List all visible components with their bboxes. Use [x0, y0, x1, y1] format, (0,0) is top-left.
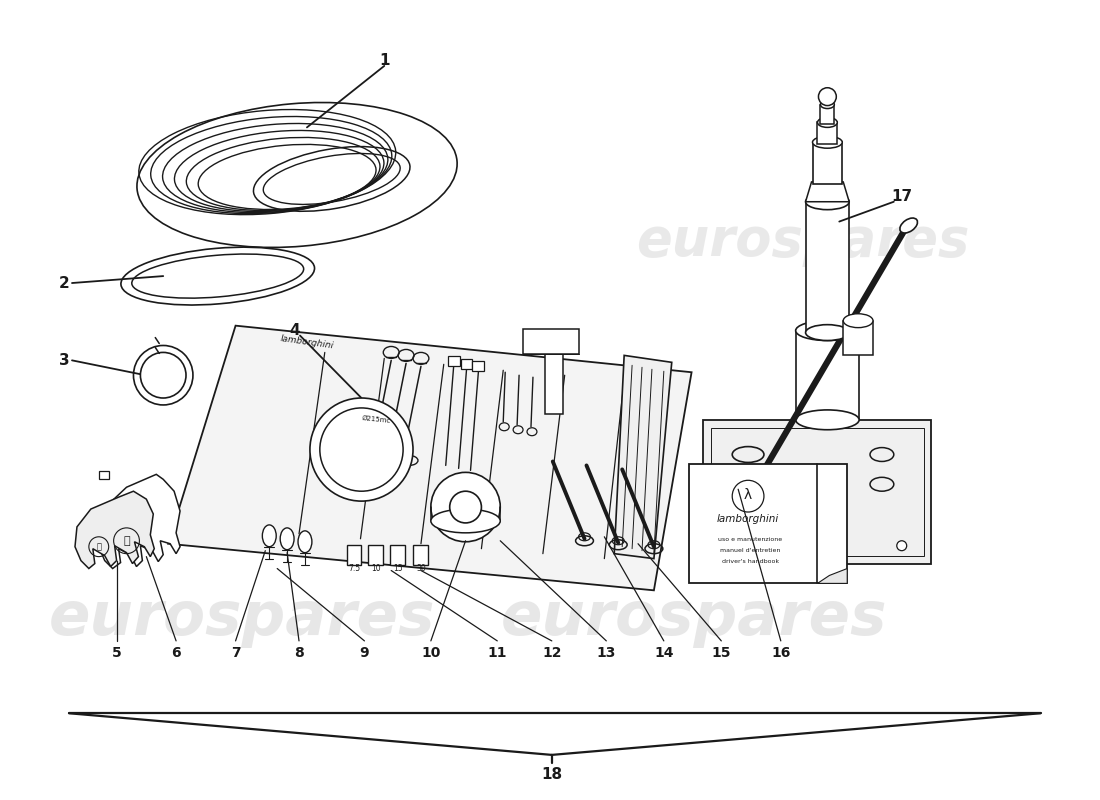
- Text: uso e manutenzione: uso e manutenzione: [718, 538, 782, 542]
- Ellipse shape: [795, 321, 859, 341]
- Ellipse shape: [253, 146, 410, 211]
- Text: eurospares: eurospares: [50, 589, 436, 647]
- Bar: [368, 545, 383, 565]
- Bar: [461, 359, 473, 370]
- Bar: [793, 546, 823, 556]
- Bar: [689, 465, 847, 583]
- Ellipse shape: [734, 489, 758, 510]
- Text: 14: 14: [654, 646, 673, 660]
- Polygon shape: [805, 182, 849, 202]
- Ellipse shape: [262, 525, 276, 546]
- Text: 7.5: 7.5: [349, 564, 361, 573]
- Bar: [821, 105, 834, 125]
- Text: 1: 1: [379, 54, 389, 69]
- Bar: [712, 428, 924, 556]
- Text: 5: 5: [112, 646, 121, 660]
- Ellipse shape: [817, 118, 837, 127]
- Text: 9: 9: [360, 646, 370, 660]
- Circle shape: [728, 538, 738, 549]
- Text: manuel d'entretien: manuel d'entretien: [719, 548, 780, 553]
- Ellipse shape: [298, 531, 312, 553]
- Text: Ø215mc: Ø215mc: [362, 415, 392, 424]
- Ellipse shape: [813, 136, 843, 148]
- Bar: [795, 330, 859, 420]
- Ellipse shape: [310, 398, 412, 501]
- Bar: [448, 356, 460, 366]
- Bar: [844, 321, 873, 355]
- Text: 18: 18: [541, 767, 562, 782]
- Text: 12: 12: [542, 646, 562, 660]
- Ellipse shape: [431, 472, 500, 542]
- Ellipse shape: [900, 218, 917, 233]
- Text: eurospares: eurospares: [636, 215, 969, 267]
- Text: 4: 4: [289, 323, 300, 338]
- Text: 15: 15: [394, 564, 403, 573]
- Ellipse shape: [805, 194, 849, 210]
- Polygon shape: [99, 474, 180, 569]
- Polygon shape: [75, 491, 154, 569]
- Bar: [817, 122, 837, 144]
- Text: 8: 8: [294, 646, 304, 660]
- Text: 30: 30: [416, 564, 426, 573]
- Text: 6: 6: [172, 646, 180, 660]
- Text: 15: 15: [712, 646, 732, 660]
- Text: ⬧: ⬧: [97, 542, 101, 551]
- Ellipse shape: [320, 408, 403, 491]
- Ellipse shape: [795, 410, 859, 430]
- Bar: [99, 471, 109, 479]
- Text: 10: 10: [372, 564, 382, 573]
- Text: lamborghini: lamborghini: [717, 514, 779, 524]
- Bar: [805, 202, 849, 333]
- Circle shape: [818, 88, 836, 106]
- Text: 7: 7: [231, 646, 241, 660]
- Bar: [346, 545, 362, 565]
- Text: 17: 17: [891, 190, 912, 204]
- Text: λ: λ: [744, 488, 752, 502]
- Ellipse shape: [141, 353, 186, 398]
- Ellipse shape: [450, 491, 482, 523]
- Bar: [813, 142, 843, 184]
- Text: 11: 11: [487, 646, 507, 660]
- Ellipse shape: [136, 102, 458, 247]
- Ellipse shape: [280, 528, 294, 550]
- Bar: [412, 545, 428, 565]
- Bar: [704, 420, 932, 563]
- Ellipse shape: [821, 101, 834, 109]
- Text: 3: 3: [58, 353, 69, 368]
- Text: driver's handbook: driver's handbook: [722, 559, 779, 564]
- Ellipse shape: [431, 509, 500, 533]
- Text: lamborghini: lamborghini: [279, 334, 334, 350]
- Bar: [473, 362, 484, 371]
- Bar: [524, 329, 579, 354]
- Ellipse shape: [121, 247, 315, 305]
- Polygon shape: [168, 326, 692, 590]
- Text: eurospares: eurospares: [500, 589, 887, 647]
- Ellipse shape: [805, 325, 849, 341]
- Text: 2: 2: [58, 275, 69, 290]
- Polygon shape: [614, 355, 672, 558]
- Ellipse shape: [844, 314, 873, 328]
- Circle shape: [896, 541, 906, 550]
- Polygon shape: [817, 569, 847, 583]
- Bar: [390, 545, 405, 565]
- Text: 10: 10: [421, 646, 440, 660]
- Ellipse shape: [133, 346, 192, 405]
- Text: 13: 13: [596, 646, 616, 660]
- Text: 16: 16: [771, 646, 791, 660]
- Text: ⬧: ⬧: [123, 536, 130, 546]
- Bar: [544, 342, 563, 414]
